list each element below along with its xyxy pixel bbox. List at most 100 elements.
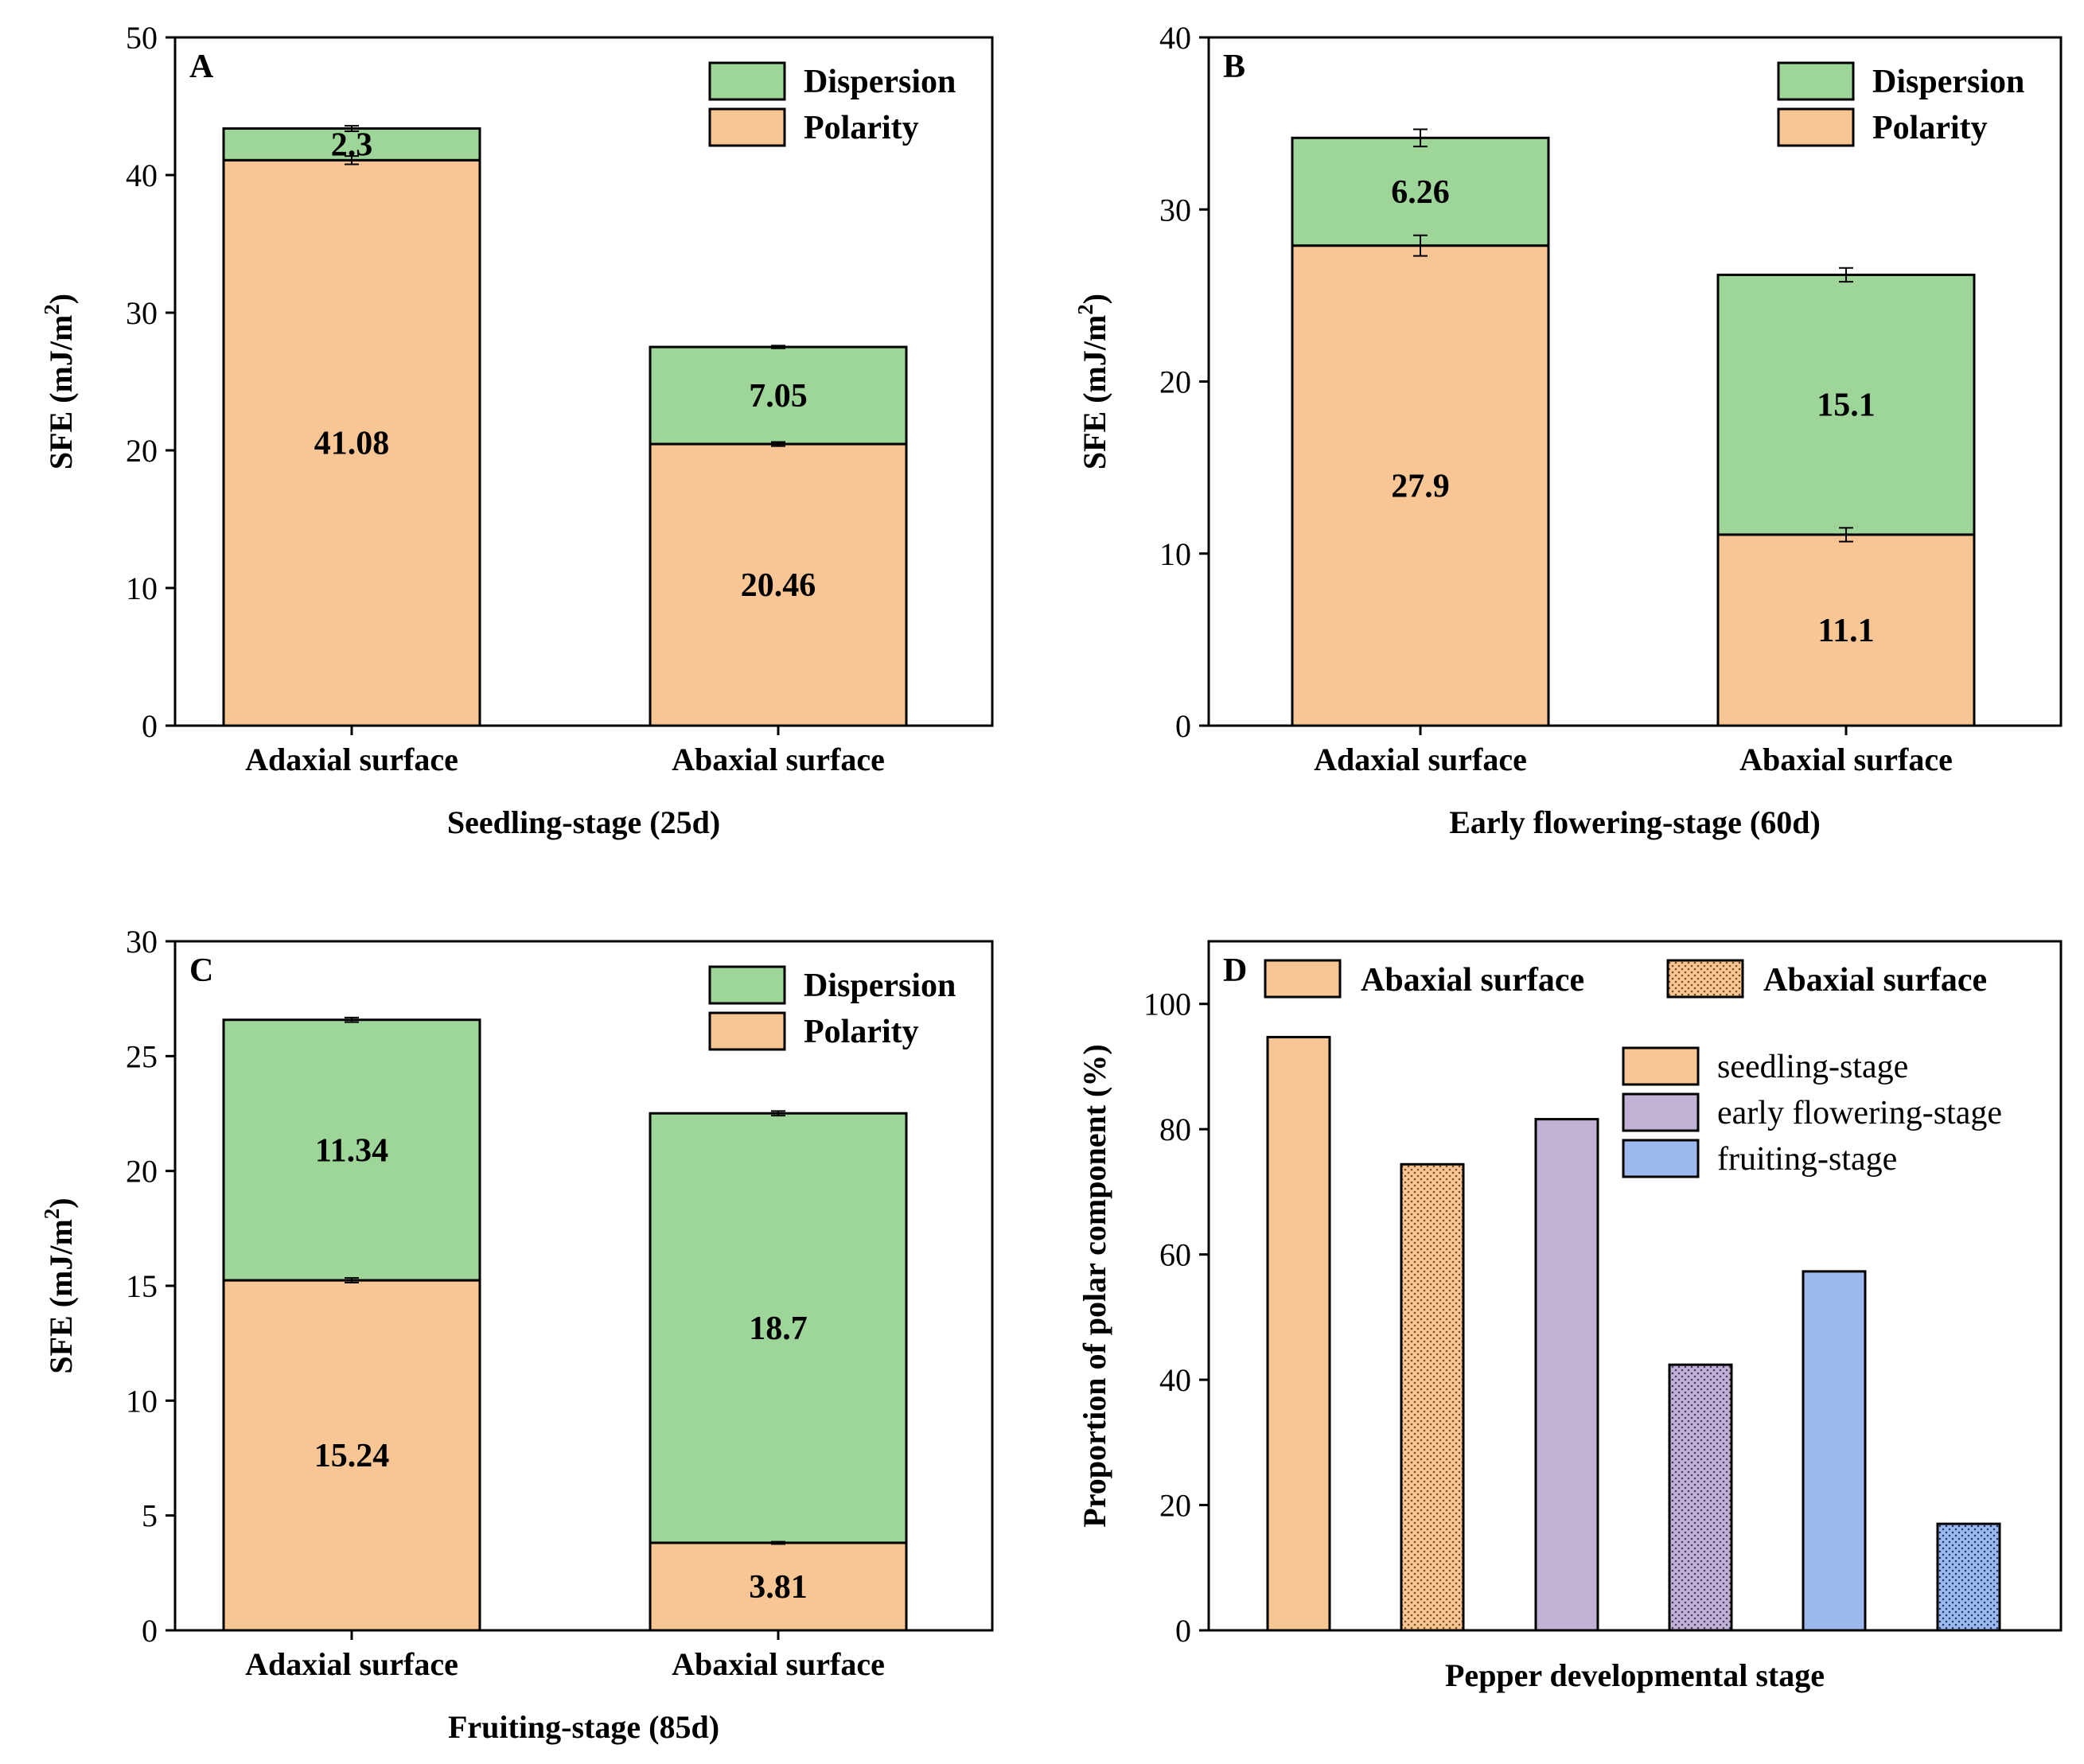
- panel-a-axes-frame: [173, 36, 994, 727]
- panel-d-surface-legend-label-0: Abaxial surface: [1361, 962, 1584, 999]
- panel-a-bar-polarity-1: [649, 442, 908, 727]
- svg-text:SFE (mJ/m2): SFE (mJ/m2): [40, 294, 79, 469]
- panel-a-label-polarity-1: 20.46: [741, 567, 816, 604]
- svg-text:SFE (mJ/m2): SFE (mJ/m2): [40, 1197, 79, 1373]
- panel-b-category-label-0: Adaxial surface: [1314, 742, 1527, 777]
- panel-a-legend-swatch-dispersion: [708, 61, 786, 101]
- panel-c-xlabel: Fruiting-stage (85d): [448, 1709, 719, 1745]
- panel-b-ytick-label-2: 20: [1159, 364, 1191, 400]
- panel-b-ylabel: SFE (mJ/m2): [1073, 294, 1112, 469]
- panel-d-bar-4: [1802, 1270, 1867, 1632]
- panel-d-ylabel: Proportion of polar component (%): [1077, 1044, 1112, 1527]
- panel-a: 0 10 20 30 40 50 41.08 2.3 Adaxial surface 20.46 7…: [40, 20, 994, 840]
- panel-d-axes-frame: [1207, 940, 2063, 1632]
- panel-a-ytick-label-2: 20: [126, 433, 158, 469]
- panel-c-label-polarity-0: 15.24: [314, 1438, 390, 1474]
- panel-d-bar-1: [1400, 1162, 1465, 1632]
- panel-d-stage-legend-label-0: seedling-stage: [1717, 1049, 1908, 1085]
- panel-b-letter: B: [1223, 49, 1245, 85]
- panel-b-bar-dispersion-0: [1291, 136, 1550, 247]
- panel-c: 0 5 10 15 20 25 30 15.24 11.34 Adaxial surface 3.8…: [40, 924, 994, 1745]
- panel-c-category-label-1: Abaxial surface: [672, 1646, 885, 1682]
- panel-d-bar-5: [1936, 1522, 2001, 1632]
- panel-c-ytick-label-4: 20: [126, 1154, 158, 1190]
- panel-d-surface-legend-label-1: Abaxial surface: [1763, 962, 1987, 999]
- panel-b-legend-swatch-dispersion: [1777, 61, 1855, 101]
- panel-d-bar-2: [1534, 1118, 1599, 1632]
- panel-c-ytick-label-2: 10: [126, 1383, 158, 1419]
- panel-a-ytick-label-5: 50: [126, 20, 158, 56]
- svg-text:SFE (mJ/m2): SFE (mJ/m2): [1073, 294, 1112, 469]
- panel-d-stage-legend-swatch-0: [1622, 1046, 1700, 1086]
- panel-b-label-polarity-1: 11.1: [1817, 613, 1874, 649]
- panel-a-ytick-label-3: 30: [126, 295, 158, 331]
- panel-a-label-polarity-0: 41.08: [314, 426, 390, 462]
- panel-b-ytick-label-0: 0: [1175, 708, 1191, 744]
- panel-d-stage-legend-label-1: early flowering-stage: [1717, 1095, 2002, 1131]
- panel-a-legend-swatch-polarity: [708, 107, 786, 147]
- panel-a-bar-dispersion-0: [222, 127, 481, 162]
- panel-b-label-polarity-0: 27.9: [1391, 468, 1450, 504]
- panel-b-legend-label-dispersion: Dispersion: [1872, 64, 2024, 100]
- panel-c-bar-dispersion-1: [649, 1112, 908, 1544]
- panel-d-bar-3: [1668, 1363, 1733, 1632]
- panel-a-xlabel: Seedling-stage (25d): [447, 804, 720, 840]
- panel-a-ytick-label-4: 40: [126, 158, 158, 193]
- panel-b-bar-polarity-0: [1291, 244, 1550, 727]
- panel-d-stage-legend-swatch-2: [1622, 1139, 1700, 1178]
- panel-a-letter: A: [189, 49, 214, 85]
- panel-b-legend-swatch-polarity: [1777, 107, 1855, 147]
- panel-d-letter: D: [1223, 952, 1247, 989]
- panel-d-ytick-label-2: 40: [1159, 1362, 1191, 1398]
- panel-c-bar-polarity-0: [222, 1279, 481, 1632]
- panel-d-ytick-label-0: 0: [1175, 1613, 1191, 1649]
- panel-b-category-label-1: Abaxial surface: [1739, 742, 1953, 777]
- panel-a-bar-dispersion-1: [649, 345, 908, 446]
- panel-c-label-dispersion-0: 11.34: [315, 1132, 388, 1169]
- panel-d-stage-legend-swatch-1: [1622, 1092, 1700, 1132]
- panel-a-legend-label-dispersion: Dispersion: [804, 64, 956, 100]
- panel-c-ytick-label-3: 15: [126, 1268, 158, 1304]
- panel-b-label-dispersion-0: 6.26: [1391, 174, 1450, 211]
- panel-c-category-label-0: Adaxial surface: [245, 1646, 458, 1682]
- panel-a-ytick-label-0: 0: [142, 708, 158, 744]
- panel-c-ytick-label-6: 30: [126, 924, 158, 960]
- panel-c-legend-label-dispersion: Dispersion: [804, 968, 956, 1004]
- panel-b: 0 10 20 30 40 27.9 6.26 Adaxial surface 11.1 15.1…: [1073, 20, 2063, 840]
- panel-c-legend-swatch-dispersion: [708, 965, 786, 1005]
- panel-b-bar-polarity-1: [1716, 533, 1976, 727]
- panel-b-ytick-label-3: 30: [1159, 192, 1191, 228]
- panel-a-label-dispersion-1: 7.05: [749, 378, 808, 415]
- panel-a-label-dispersion-0: 2.3: [331, 127, 373, 163]
- panel-b-ytick-label-4: 40: [1159, 20, 1191, 56]
- panel-c-label-polarity-1: 3.81: [749, 1569, 808, 1606]
- panel-d-ytick-label-4: 80: [1159, 1112, 1191, 1147]
- panel-b-ytick-label-1: 10: [1159, 536, 1191, 572]
- panel-d-ytick-label-5: 100: [1143, 987, 1191, 1022]
- panel-d-stage-legend-label-2: fruiting-stage: [1717, 1141, 1897, 1178]
- panel-c-legend-label-polarity: Polarity: [804, 1014, 919, 1050]
- panel-d-xlabel: Pepper developmental stage: [1445, 1657, 1825, 1693]
- panel-a-category-label-1: Abaxial surface: [672, 742, 885, 777]
- panel-d-surface-legend-swatch-1: [1666, 959, 1744, 999]
- panel-d-ytick-label-3: 60: [1159, 1237, 1191, 1273]
- panel-a-ylabel: SFE (mJ/m2): [40, 294, 79, 469]
- panel-c-letter: C: [189, 952, 213, 989]
- panel-d-surface-legend-swatch-0: [1264, 959, 1342, 999]
- panel-b-bar-dispersion-1: [1716, 273, 1976, 536]
- panel-c-ylabel: SFE (mJ/m2): [40, 1197, 79, 1373]
- panel-a-legend-label-polarity: Polarity: [804, 110, 919, 146]
- panel-d-bar-0: [1266, 1035, 1331, 1632]
- panel-c-label-dispersion-1: 18.7: [749, 1310, 808, 1347]
- panel-a-category-label-0: Adaxial surface: [245, 742, 458, 777]
- panel-b-xlabel: Early flowering-stage (60d): [1449, 804, 1821, 840]
- panel-c-ytick-label-0: 0: [142, 1613, 158, 1649]
- panel-c-legend-swatch-polarity: [708, 1011, 786, 1051]
- panel-c-ytick-label-5: 25: [126, 1038, 158, 1074]
- svg-text:Proportion of polar component: Proportion of polar component (%): [1077, 1044, 1112, 1527]
- panel-a-ytick-label-1: 10: [126, 570, 158, 606]
- panel-c-ytick-label-1: 5: [142, 1498, 158, 1534]
- panel-d: 0 20 40 60 80 100 Pepper developmental stage Pr…: [1077, 940, 2063, 1693]
- panel-b-label-dispersion-1: 15.1: [1817, 387, 1876, 424]
